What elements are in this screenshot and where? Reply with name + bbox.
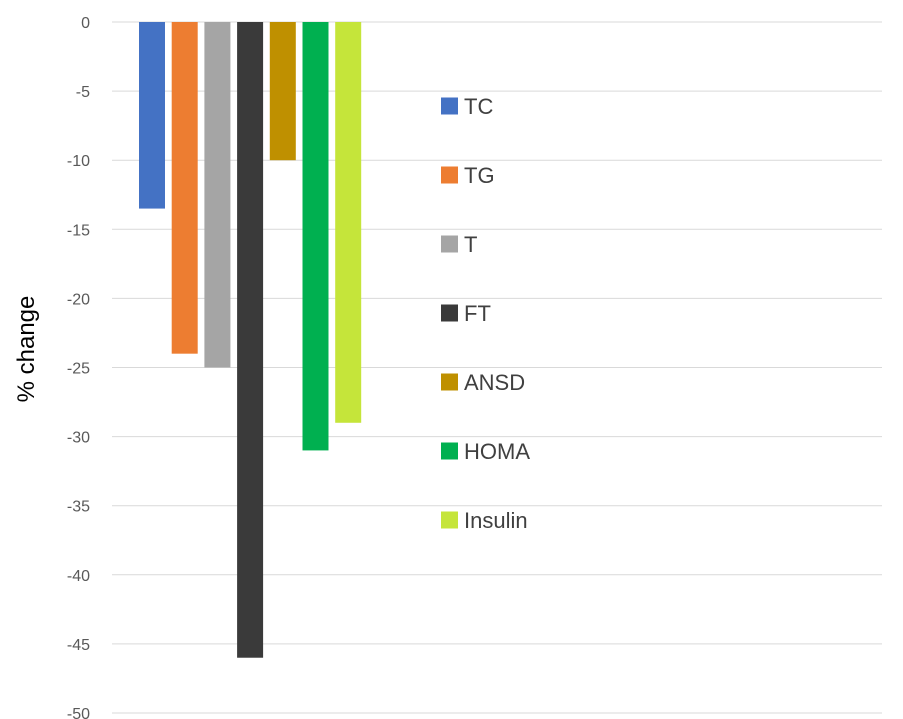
y-tick-label: -25: [67, 361, 90, 378]
y-tick-label: -20: [67, 291, 90, 308]
y-tick-label: -45: [67, 637, 90, 654]
bar-insulin: [335, 22, 362, 423]
bar-t: [204, 22, 231, 368]
y-tick-label: -10: [67, 153, 90, 170]
legend-swatch: [441, 235, 458, 253]
bars: [139, 22, 362, 658]
y-tick-label: -30: [67, 430, 90, 447]
legend-label: FT: [464, 301, 491, 326]
legend-label: TC: [464, 94, 493, 119]
legend-swatch: [441, 97, 458, 115]
legend-swatch: [441, 304, 458, 322]
legend-swatch: [441, 511, 458, 529]
legend-label: TG: [464, 163, 495, 188]
bar-tc: [139, 22, 165, 209]
legend-label: Insulin: [464, 508, 528, 533]
bar-ft: [237, 22, 264, 658]
legend: TC TG T FT ANSD HOMA Insulin: [441, 94, 530, 533]
bar-homa: [302, 22, 329, 451]
legend-label: HOMA: [464, 439, 530, 464]
y-tick-label: -50: [67, 706, 90, 719]
legend-label: ANSD: [464, 370, 525, 395]
y-tick-labels: 0 -5 -10 -15 -20 -25 -30 -35 -40 -45 -50: [67, 15, 90, 719]
y-axis-title: % change: [13, 296, 40, 403]
bar-ansd: [269, 22, 296, 161]
y-tick-label: 0: [81, 15, 90, 32]
legend-swatch: [441, 373, 458, 391]
y-tick-label: -40: [67, 568, 90, 585]
y-tick-label: -5: [76, 84, 90, 101]
y-tick-label: -35: [67, 499, 90, 516]
y-tick-label: -15: [67, 222, 90, 239]
legend-swatch: [441, 442, 458, 460]
legend-swatch: [441, 166, 458, 184]
legend-label: T: [464, 232, 477, 257]
bar-tg: [171, 22, 198, 354]
